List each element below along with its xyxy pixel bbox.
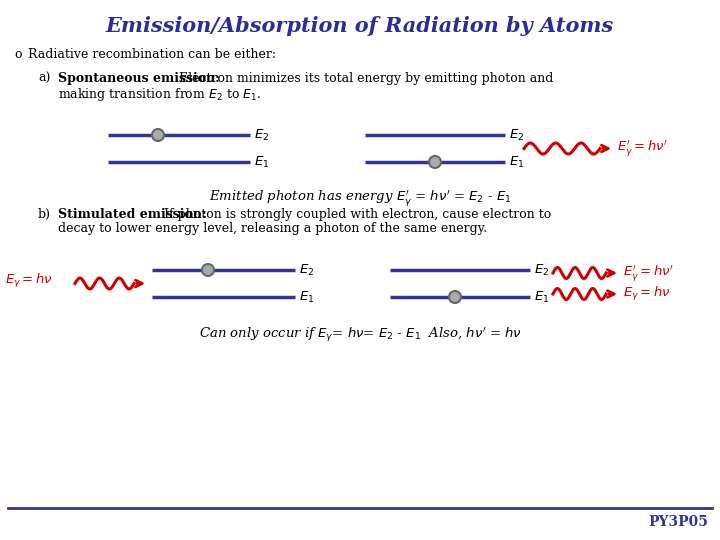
Circle shape (429, 156, 441, 168)
Text: Radiative recombination can be either:: Radiative recombination can be either: (28, 48, 276, 61)
Text: $E_2$: $E_2$ (534, 262, 549, 278)
Text: $E_{\gamma}=h\nu$: $E_{\gamma}=h\nu$ (623, 285, 671, 303)
Text: $E_2$: $E_2$ (254, 127, 269, 143)
Text: $E_{\gamma}'=h\nu'$: $E_{\gamma}'=h\nu'$ (617, 139, 668, 158)
Text: b): b) (38, 208, 51, 221)
Text: Emission/Absorption of Radiation by Atoms: Emission/Absorption of Radiation by Atom… (106, 16, 614, 36)
Text: $E_2$: $E_2$ (299, 262, 314, 278)
Circle shape (202, 264, 214, 276)
Text: a): a) (38, 72, 50, 85)
Text: Emitted photon has energy $E_{\gamma}'$ = $h\nu'$ = $E_2$ - $E_1$: Emitted photon has energy $E_{\gamma}'$ … (209, 188, 511, 208)
Text: $E_1$: $E_1$ (534, 289, 549, 305)
Text: $E_1$: $E_1$ (509, 154, 524, 170)
Circle shape (449, 291, 461, 303)
Text: $E_1$: $E_1$ (299, 289, 315, 305)
Text: o: o (14, 48, 22, 61)
Circle shape (152, 129, 164, 141)
Text: $E_{\gamma}=h\nu$: $E_{\gamma}=h\nu$ (5, 273, 53, 291)
Text: If photon is strongly coupled with electron, cause electron to: If photon is strongly coupled with elect… (160, 208, 552, 221)
Text: Electron minimizes its total energy by emitting photon and: Electron minimizes its total energy by e… (175, 72, 554, 85)
Text: making transition from $E_2$ to $E_1$.: making transition from $E_2$ to $E_1$. (58, 86, 261, 103)
Text: $E_2$: $E_2$ (509, 127, 524, 143)
Text: Can only occur if $E_{\gamma}$= $h\nu$= $E_2$ - $E_1$  Also, $h\nu'$ = $h\nu$: Can only occur if $E_{\gamma}$= $h\nu$= … (199, 325, 521, 343)
Text: $E_1$: $E_1$ (254, 154, 269, 170)
Text: Stimulated emission:: Stimulated emission: (58, 208, 207, 221)
Text: PY3P05: PY3P05 (648, 515, 708, 529)
Text: decay to lower energy level, releasing a photon of the same energy.: decay to lower energy level, releasing a… (58, 222, 487, 235)
Text: $E_{\gamma}'=h\nu'$: $E_{\gamma}'=h\nu'$ (623, 263, 674, 283)
Text: Spontaneous emission:: Spontaneous emission: (58, 72, 220, 85)
